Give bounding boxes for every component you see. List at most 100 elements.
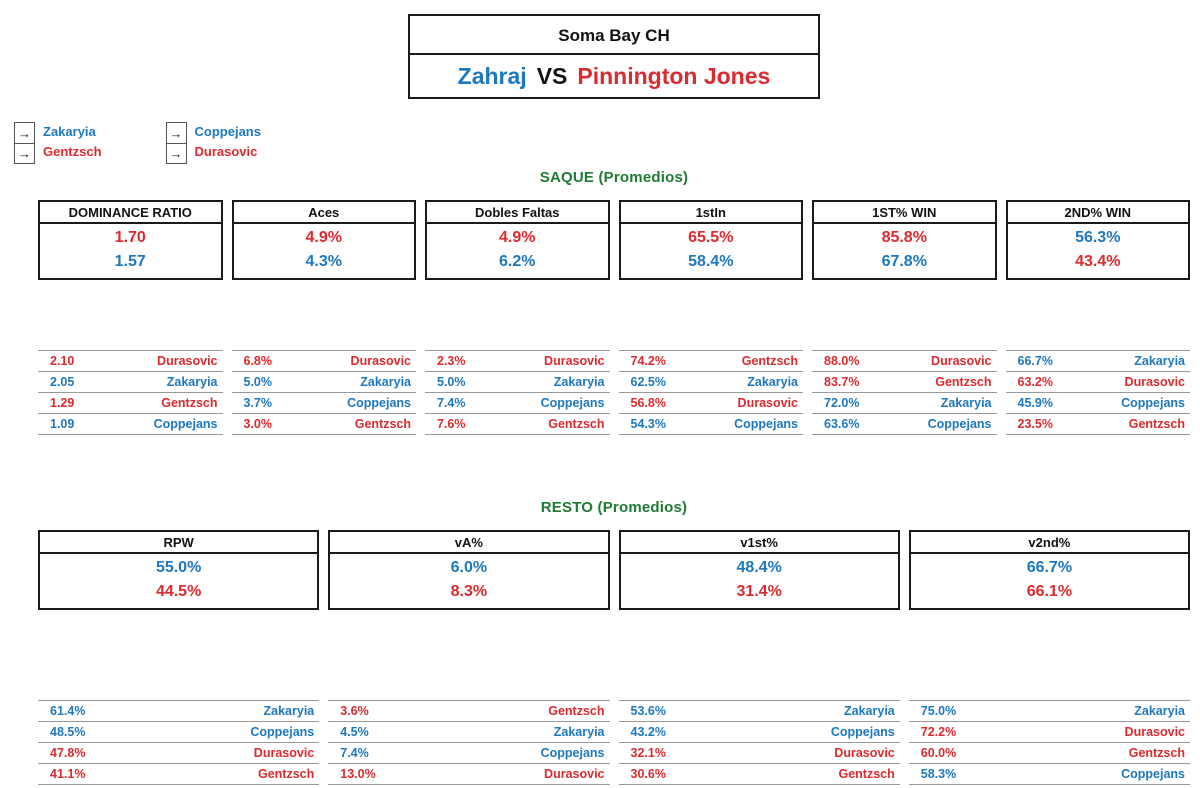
list-value: 1.09 [50, 417, 75, 431]
list-value: 23.5% [1017, 417, 1053, 431]
stat-box-values: 6.0% 8.3% [330, 554, 607, 608]
legend-player: Coppejans [194, 124, 261, 139]
list-row: 3.6% Gentzsch [328, 701, 610, 722]
stat-box-label: 2ND% WIN [1007, 202, 1188, 224]
list-player: Durasovic [544, 354, 605, 368]
list-row: 60.0% Gentzsch [908, 743, 1190, 764]
saque-stat-box: Aces 4.9% 4.3% [231, 200, 416, 280]
list-player: Gentzsch [838, 767, 895, 781]
list-player: Zakaryia [1134, 704, 1185, 718]
stat-box-label: 1ST% WIN [814, 202, 995, 224]
legend-names-1: Zakaryia Gentzsch [43, 122, 102, 162]
list-value: 53.6% [630, 704, 666, 718]
list-player: Coppejans [250, 725, 315, 739]
list-value: 61.4% [50, 704, 86, 718]
stat-box-label: v1st% [620, 532, 898, 554]
list-value: 32.1% [630, 746, 666, 760]
list-player: Durasovic [350, 354, 411, 368]
saque-stat-list: 66.7% Zakaryia 63.2% Durasovic 45.9% Coppejan… [1005, 350, 1190, 435]
player1-name: Zahraj [457, 63, 527, 89]
list-value: 56.8% [630, 396, 666, 410]
legend-player: Zakaryia [43, 124, 96, 139]
list-value: 3.0% [243, 417, 273, 431]
list-value: 3.7% [243, 396, 273, 410]
list-player: Durasovic [931, 354, 992, 368]
list-row: 47.8% Durasovic [38, 743, 320, 764]
stat-box-label: Dobles Faltas [427, 202, 608, 224]
list-player: Coppejans [1121, 396, 1185, 410]
legend-names-2: Coppejans Durasovic [195, 122, 261, 162]
arrow-icon[interactable]: → [15, 123, 34, 143]
list-value: 83.7% [824, 375, 860, 389]
list-player: Durasovic [1124, 725, 1185, 739]
resto-stat-box: v1st% 48.4% 31.4% [618, 530, 900, 610]
list-player: Durasovic [1124, 375, 1185, 389]
stat-value: 8.3% [450, 583, 488, 600]
list-player: Durasovic [544, 767, 605, 781]
saque-stat-box: 2ND% WIN 56.3% 43.4% [1005, 200, 1190, 280]
list-player: Gentzsch [935, 375, 992, 389]
stat-box-values: 4.9% 6.2% [427, 224, 608, 278]
list-row: 63.6% Coppejans [812, 414, 997, 435]
saque-stat-box: 1ST% WIN 85.8% 67.8% [812, 200, 997, 280]
list-row: 53.6% Zakaryia [618, 701, 900, 722]
list-player: Zakaryia [844, 704, 895, 718]
list-row: 30.6% Gentzsch [618, 764, 900, 785]
list-value: 43.2% [630, 725, 666, 739]
list-value: 63.2% [1017, 375, 1053, 389]
stat-box-values: 48.4% 31.4% [621, 554, 898, 608]
arrow-icon[interactable]: → [166, 143, 186, 163]
stat-value: 48.4% [736, 559, 782, 576]
stat-box-values: 66.7% 66.1% [911, 554, 1188, 608]
list-value: 13.0% [340, 767, 376, 781]
resto-stat-list: 61.4% Zakaryia 48.5% Coppejans 47.8% Durasovi… [38, 700, 320, 785]
list-player: Coppejans [153, 417, 218, 431]
saque-section-header: SAQUE (Promedios) [539, 169, 689, 186]
list-value: 60.0% [920, 746, 957, 760]
tournament-name: Soma Bay CH [410, 16, 818, 55]
stat-box-values: 85.8% 67.8% [814, 224, 995, 278]
list-player: Gentzsch [548, 417, 605, 431]
list-row: 75.0% Zakaryia [908, 701, 1190, 722]
list-player: Zakaryia [747, 375, 798, 389]
stat-value: 65.5% [688, 229, 734, 246]
saque-stat-list: 6.8% Durasovic 5.0% Zakaryia 3.7% Coppejans 3.… [231, 350, 416, 435]
stat-box-label: DOMINANCE RATIO [40, 202, 221, 224]
resto-boxes: RPW 55.0% 44.5% vA% 6.0% 8.3% v1st% 48.4% 31.4% v… [38, 530, 1190, 610]
arrow-icon[interactable]: → [166, 123, 186, 143]
stat-value: 4.9% [305, 229, 342, 246]
list-row: 2.3% Durasovic [425, 351, 610, 372]
list-row: 32.1% Durasovic [618, 743, 900, 764]
list-row: 48.5% Coppejans [38, 722, 320, 743]
stat-value: 58.4% [688, 253, 734, 270]
stat-value: 4.3% [305, 253, 342, 270]
arrow-icon[interactable]: → [15, 143, 34, 163]
match-title-box: Soma Bay CH Zahraj VS Pinnington Jones [408, 14, 820, 99]
list-value: 72.0% [824, 396, 860, 410]
list-player: Gentzsch [548, 704, 605, 718]
player2-name: Pinnington Jones [577, 63, 771, 89]
list-value: 72.2% [920, 725, 957, 739]
list-value: 5.0% [243, 375, 273, 389]
list-value: 74.2% [630, 354, 666, 368]
list-player: Gentzsch [741, 354, 798, 368]
list-value: 30.6% [630, 767, 666, 781]
list-player: Coppejans [927, 417, 992, 431]
saque-stat-list: 74.2% Gentzsch 62.5% Zakaryia 56.8% Durasovic… [618, 350, 803, 435]
resto-stat-list: 75.0% Zakaryia 72.2% Durasovic 60.0% Gentzsch… [908, 700, 1190, 785]
list-row: 72.0% Zakaryia [812, 393, 997, 414]
saque-stat-box: 1stIn 65.5% 58.4% [618, 200, 803, 280]
comparison-legend: → → Zakaryia Gentzsch → → Coppejans Dura… [14, 122, 261, 164]
stat-box-label: v2nd% [910, 532, 1188, 554]
list-player: Coppejans [540, 396, 605, 410]
list-player: Zakaryia [360, 375, 411, 389]
saque-stat-list: 88.0% Durasovic 83.7% Gentzsch 72.0% Zakaryia… [812, 350, 997, 435]
list-row: 62.5% Zakaryia [618, 372, 803, 393]
list-value: 3.6% [340, 704, 369, 718]
stat-value: 6.2% [499, 253, 536, 270]
stat-value: 4.9% [499, 229, 536, 246]
list-row: 7.4% Coppejans [425, 393, 610, 414]
list-row: 1.09 Coppejans [38, 414, 223, 435]
legend-player: Gentzsch [43, 144, 102, 159]
list-value: 5.0% [437, 375, 466, 389]
